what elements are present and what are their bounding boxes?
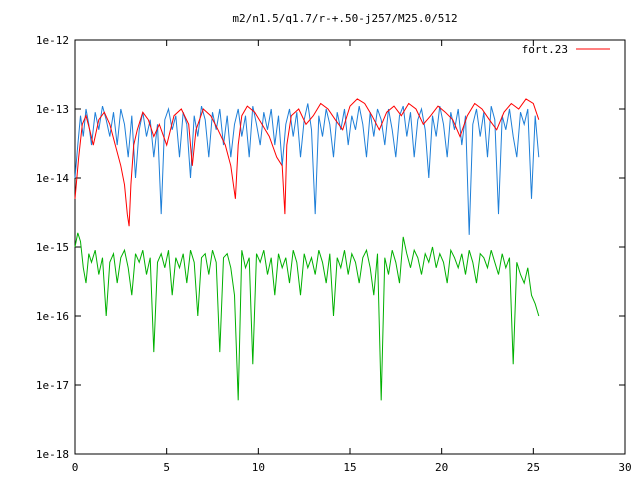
y-tick-label: 1e-15 <box>36 241 69 254</box>
legend-label-fort-23: fort.23 <box>522 43 568 56</box>
y-tick-label: 1e-13 <box>36 103 69 116</box>
y-tick-label: 1e-12 <box>36 34 69 47</box>
y-tick-label: 1e-16 <box>36 310 69 323</box>
x-tick-label: 5 <box>163 461 170 474</box>
x-axis: 0 5 10 15 20 25 30 <box>72 40 632 474</box>
y-tick-label: 1e-17 <box>36 379 69 392</box>
legend: fort.23 <box>522 43 610 56</box>
y-tick-label: 1e-14 <box>36 172 69 185</box>
y-axis: 1e-18 1e-17 1e-16 1e-15 1e-14 1e-13 1e-12 <box>36 34 625 461</box>
x-tick-label: 20 <box>435 461 448 474</box>
y-tick-label: 1e-18 <box>36 448 69 461</box>
series-line-2 <box>74 232 540 401</box>
x-tick-label: 10 <box>252 461 265 474</box>
series-layer <box>74 98 540 401</box>
x-tick-label: 30 <box>618 461 631 474</box>
x-tick-label: 25 <box>527 461 540 474</box>
x-tick-label: 15 <box>343 461 356 474</box>
series-line-0 <box>74 98 540 227</box>
chart-title: m2/n1.5/q1.7/r-+.50-j257/M25.0/512 <box>232 12 457 25</box>
plot-frame <box>74 39 626 455</box>
x-tick-label: 0 <box>72 461 79 474</box>
